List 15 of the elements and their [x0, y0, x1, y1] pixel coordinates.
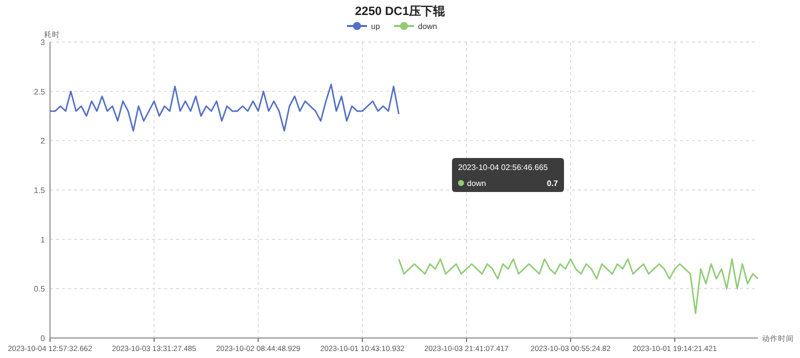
y-tick-label: 2.5	[34, 87, 46, 96]
chart-title: 2250 DC1压下辊	[354, 4, 446, 18]
y-tick-label: 0.5	[34, 284, 46, 294]
y-tick-label: 1	[40, 235, 46, 244]
y-tick-label: 0	[40, 334, 46, 343]
legend-label: down	[418, 22, 438, 31]
y-tick-label: 3	[40, 38, 46, 47]
line-series	[398, 258, 759, 314]
y-tick-label: 2	[40, 136, 46, 146]
annotation: down	[467, 179, 486, 188]
legend-label: up	[371, 22, 380, 31]
line-series	[49, 84, 400, 132]
annotation: 2023-10-04 02:56:46.665	[458, 163, 548, 172]
annotation: 0.7	[546, 179, 559, 188]
y-tick-label: 1.5	[34, 186, 46, 195]
